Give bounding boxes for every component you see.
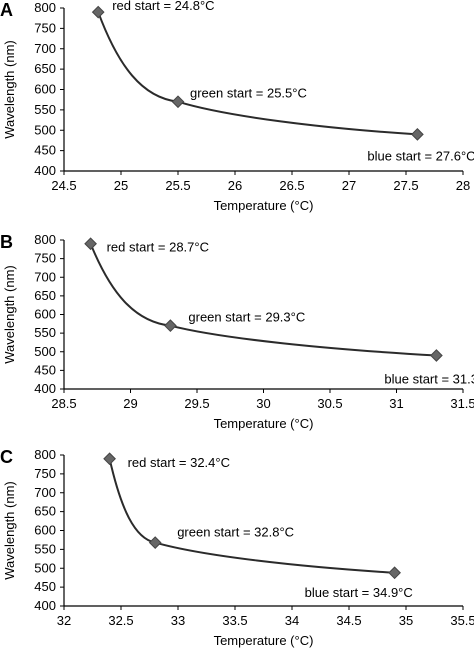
y-tick-label: 700 <box>34 41 56 56</box>
data-point-marker <box>388 566 401 580</box>
point-annotation: green start = 29.3°C <box>188 310 305 325</box>
y-tick-label: 400 <box>34 163 56 178</box>
point-annotation: green start = 32.8°C <box>177 525 294 540</box>
y-tick-label: 450 <box>34 143 56 158</box>
y-tick-label: 450 <box>34 362 56 377</box>
panel-label: A <box>0 0 13 20</box>
y-axis-title: Wavelength (nm) <box>2 481 17 580</box>
series-line <box>89 243 437 357</box>
y-tick-label: 550 <box>34 102 56 117</box>
y-tick-label: 700 <box>34 269 56 284</box>
y-tick-label: 500 <box>34 560 56 575</box>
point-annotation: green start = 25.5°C <box>190 86 307 101</box>
series-line <box>97 11 418 136</box>
x-tick-label: 27.5 <box>393 178 418 193</box>
x-axis-title: Temperature (°C) <box>214 633 314 648</box>
y-tick-label: 650 <box>34 504 56 519</box>
y-tick-label: 550 <box>34 541 56 556</box>
x-tick-label: 28 <box>456 178 470 193</box>
x-tick-label: 31.5 <box>450 396 474 411</box>
chart-panel-b: 400 450 500 550 600 650 700 750 800 28.5 29 29.5 30 3… <box>0 232 474 431</box>
x-tick-label: 35 <box>399 613 413 628</box>
y-tick-label: 750 <box>34 20 56 35</box>
chart-panel-c: 400 450 500 550 600 650 700 750 800 32 32.5 33 33.5 3… <box>0 447 474 648</box>
y-tick-label: 500 <box>34 122 56 137</box>
y-tick-label: 600 <box>34 307 56 322</box>
x-tick-label: 25 <box>114 178 128 193</box>
x-tick-label: 33.5 <box>222 613 247 628</box>
chart-panel-a: 400 450 500 550 600 650 700 750 800 24.5 25 25.5 26 2… <box>0 0 474 213</box>
x-tick-label: 35.5 <box>450 613 474 628</box>
x-axis-title: Temperature (°C) <box>214 198 314 213</box>
data-point-marker <box>91 5 105 19</box>
x-tick-label: 25.5 <box>165 178 190 193</box>
x-tick-label: 24.5 <box>51 178 76 193</box>
x-tick-label: 27 <box>342 178 356 193</box>
y-tick-label: 650 <box>34 61 56 76</box>
x-tick-label: 30 <box>256 396 270 411</box>
x-tick-label: 26.5 <box>279 178 304 193</box>
series-line <box>108 458 395 574</box>
point-annotation: red start = 32.4°C <box>128 455 230 470</box>
y-tick-label: 500 <box>34 344 56 359</box>
point-annotation: blue start = 31.3 °C <box>384 371 474 386</box>
x-tick-label: 32 <box>57 613 71 628</box>
panel-label: B <box>0 232 13 252</box>
y-axis-title: Wavelength (nm) <box>2 265 17 364</box>
x-tick-label: 33 <box>171 613 185 628</box>
x-axis-title: Temperature (°C) <box>214 416 314 431</box>
y-tick-label: 800 <box>34 232 56 247</box>
y-axis-title: Wavelength (nm) <box>2 40 17 139</box>
y-tick-label: 400 <box>34 598 56 613</box>
point-annotation: blue start = 27.6°C <box>367 148 474 163</box>
y-tick-label: 750 <box>34 466 56 481</box>
y-tick-label: 550 <box>34 325 56 340</box>
point-annotation: red start = 24.8°C <box>112 0 214 13</box>
point-annotation: red start = 28.7°C <box>107 240 209 255</box>
x-tick-label: 26 <box>228 178 242 193</box>
x-tick-label: 34.5 <box>336 613 361 628</box>
y-tick-label: 600 <box>34 82 56 97</box>
y-tick-label: 400 <box>34 381 56 396</box>
data-point-marker <box>411 127 424 141</box>
x-tick-label: 29.5 <box>184 396 209 411</box>
point-annotation: blue start = 34.9°C <box>305 585 413 600</box>
x-tick-label: 32.5 <box>108 613 133 628</box>
panel-label: C <box>0 447 13 467</box>
y-tick-label: 700 <box>34 485 56 500</box>
y-tick-label: 750 <box>34 251 56 266</box>
x-tick-label: 29 <box>123 396 137 411</box>
x-tick-label: 34 <box>285 613 299 628</box>
data-point-marker <box>164 319 177 333</box>
y-tick-label: 800 <box>34 447 56 462</box>
data-point-marker <box>103 452 116 466</box>
x-tick-label: 28.5 <box>51 396 76 411</box>
x-tick-label: 31 <box>389 396 403 411</box>
data-point-marker <box>148 536 162 549</box>
y-tick-label: 450 <box>34 579 56 594</box>
y-tick-label: 600 <box>34 523 56 538</box>
y-tick-label: 650 <box>34 288 56 303</box>
data-point-marker <box>84 237 97 251</box>
x-tick-label: 30.5 <box>317 396 342 411</box>
y-tick-label: 800 <box>34 0 56 15</box>
data-point-marker <box>430 349 443 362</box>
data-point-marker <box>171 95 185 109</box>
